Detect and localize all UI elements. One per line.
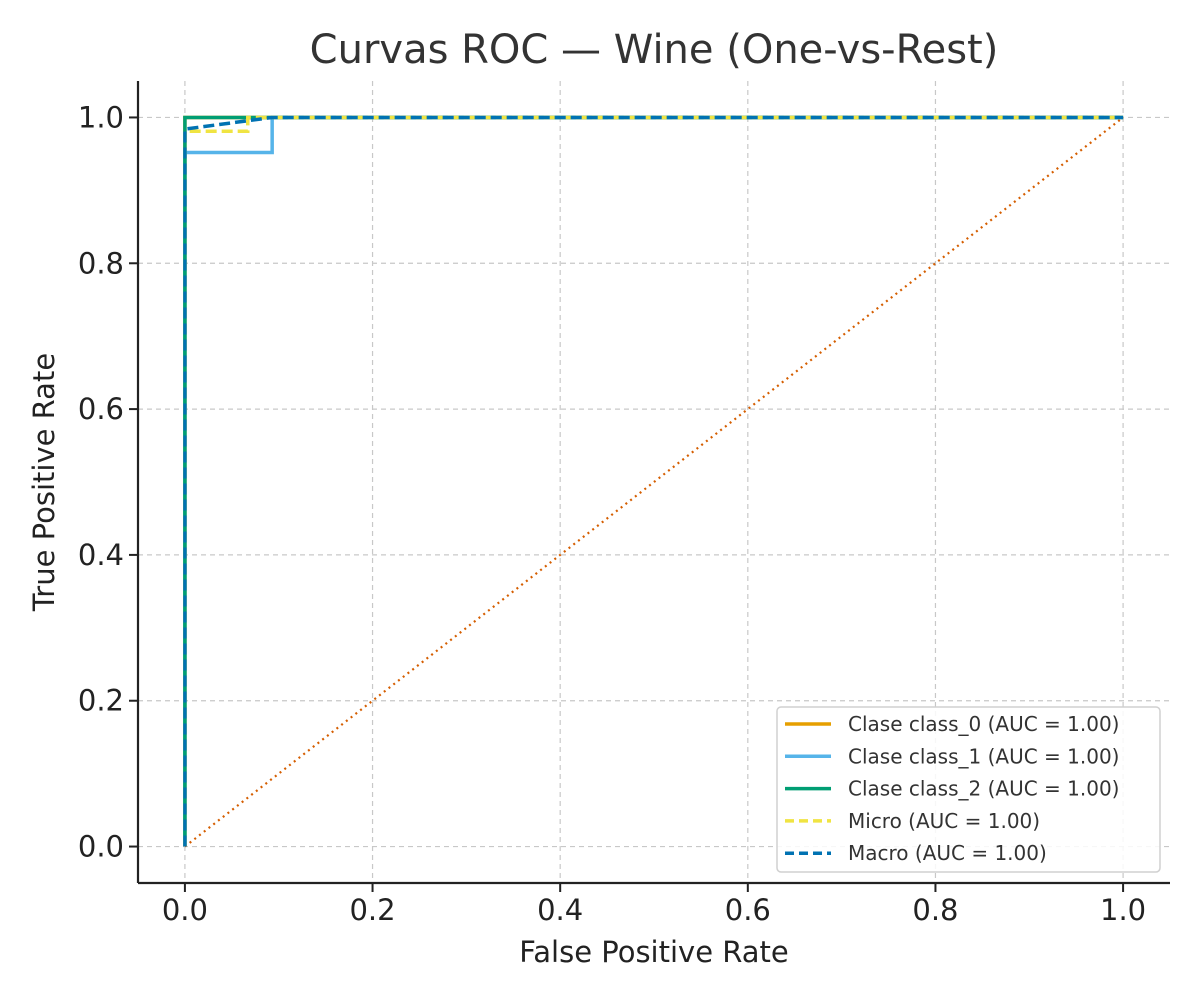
series-line-4 — [183, 115, 1124, 847]
legend-label-4: Macro (AUC = 1.00) — [848, 841, 1047, 865]
legend-label-3: Micro (AUC = 1.00) — [848, 809, 1040, 833]
y-tick-label: 0.8 — [78, 246, 124, 280]
x-tick-label: 0.4 — [537, 893, 583, 927]
x-tick-label: 0.2 — [349, 893, 395, 927]
y-tick-label: 0.0 — [78, 830, 124, 864]
y-tick-label: 0.4 — [78, 538, 124, 572]
x-tick-label: 1.0 — [1100, 893, 1146, 927]
series-layer — [183, 115, 1124, 847]
x-axis-label: False Positive Rate — [519, 935, 789, 969]
legend: Clase class_0 (AUC = 1.00) Clase class_1 … — [776, 706, 1161, 873]
legend-label-0: Clase class_0 (AUC = 1.00) — [848, 712, 1119, 736]
chart-title: Curvas ROC — Wine (One-vs-Rest) — [310, 27, 999, 73]
y-tick-label: 0.6 — [78, 392, 124, 426]
reference-diagonal-line — [184, 116, 1124, 848]
axes — [136, 81, 1170, 885]
legend-label-1: Clase class_1 (AUC = 1.00) — [848, 744, 1119, 768]
x-tick-label: 0.0 — [162, 893, 208, 927]
y-tick-label: 0.2 — [78, 684, 124, 718]
ticks: 0.0 0.2 0.4 0.6 0.8 1.0 0.0 0.2 0.4 0.6 0.8 1.0 — [78, 100, 1146, 927]
series-line-3 — [183, 115, 1124, 847]
y-tick-label: 1.0 — [78, 100, 124, 134]
reference-diagonal-layer — [184, 116, 1124, 848]
y-axis-label: True Positive Rate — [27, 353, 61, 612]
legend-label-2: Clase class_2 (AUC = 1.00) — [848, 777, 1119, 801]
legend-box — [776, 706, 1161, 873]
x-tick-label: 0.6 — [725, 893, 771, 927]
x-tick-label: 0.8 — [912, 893, 958, 927]
